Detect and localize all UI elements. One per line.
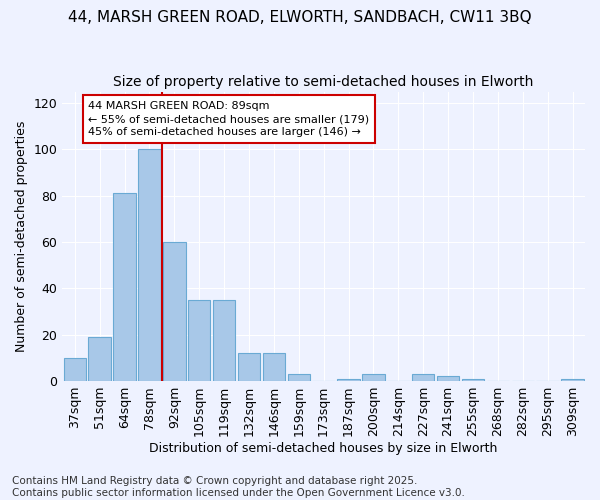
- Bar: [562, 379, 584, 381]
- Bar: [437, 376, 460, 381]
- Bar: [412, 374, 434, 381]
- Text: 44, MARSH GREEN ROAD, ELWORTH, SANDBACH, CW11 3BQ: 44, MARSH GREEN ROAD, ELWORTH, SANDBACH,…: [68, 10, 532, 25]
- Bar: [163, 242, 185, 381]
- Text: 44 MARSH GREEN ROAD: 89sqm
← 55% of semi-detached houses are smaller (179)
45% o: 44 MARSH GREEN ROAD: 89sqm ← 55% of semi…: [88, 101, 370, 137]
- Title: Size of property relative to semi-detached houses in Elworth: Size of property relative to semi-detach…: [113, 75, 534, 89]
- Bar: [88, 337, 111, 381]
- Bar: [213, 300, 235, 381]
- Bar: [238, 354, 260, 381]
- Bar: [113, 194, 136, 381]
- Bar: [263, 354, 285, 381]
- X-axis label: Distribution of semi-detached houses by size in Elworth: Distribution of semi-detached houses by …: [149, 442, 498, 455]
- Bar: [337, 379, 360, 381]
- Y-axis label: Number of semi-detached properties: Number of semi-detached properties: [15, 120, 28, 352]
- Bar: [462, 379, 484, 381]
- Text: Contains HM Land Registry data © Crown copyright and database right 2025.
Contai: Contains HM Land Registry data © Crown c…: [12, 476, 465, 498]
- Bar: [188, 300, 211, 381]
- Bar: [64, 358, 86, 381]
- Bar: [362, 374, 385, 381]
- Bar: [138, 150, 161, 381]
- Bar: [287, 374, 310, 381]
